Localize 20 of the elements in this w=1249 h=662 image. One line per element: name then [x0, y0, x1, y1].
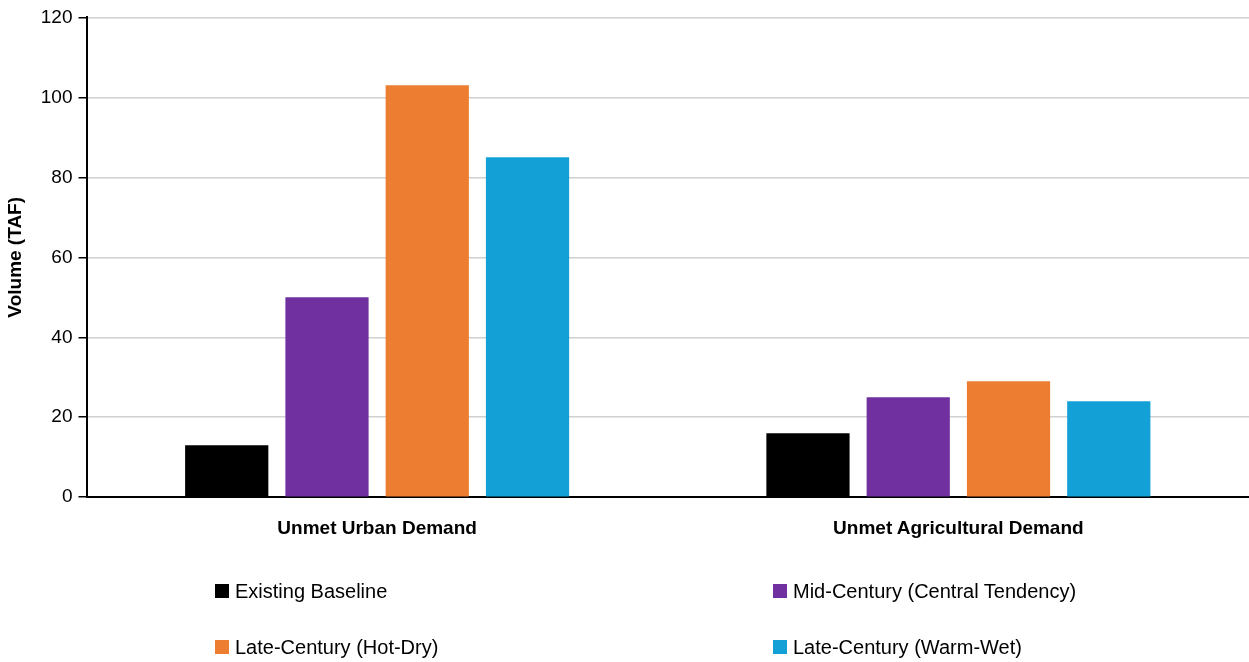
y-tick-label: 80: [51, 165, 73, 187]
legend-label: Late-Century (Warm-Wet): [793, 635, 1022, 659]
x-tick-label: Unmet Agricultural Demand: [833, 516, 1084, 538]
legend-label: Late-Century (Hot-Dry): [235, 635, 439, 659]
y-tick-label: 0: [61, 485, 73, 507]
y-axis-title: Volume (TAF): [3, 196, 25, 318]
y-tick-label: 20: [51, 405, 73, 427]
bar: [285, 297, 369, 497]
y-tick-label: 100: [40, 85, 73, 107]
bar: [385, 85, 469, 497]
bar: [1067, 401, 1151, 497]
bar: [966, 381, 1051, 497]
legend-label: Existing Baseline: [235, 579, 388, 603]
legend-label: Mid-Century (Central Tendency): [793, 579, 1077, 603]
bar: [866, 397, 950, 497]
y-tick-label: 60: [51, 245, 73, 267]
y-tick-label: 40: [51, 325, 73, 347]
x-tick-label: Unmet Urban Demand: [277, 516, 477, 538]
y-tick-label: 120: [40, 5, 73, 27]
bar: [485, 157, 570, 497]
